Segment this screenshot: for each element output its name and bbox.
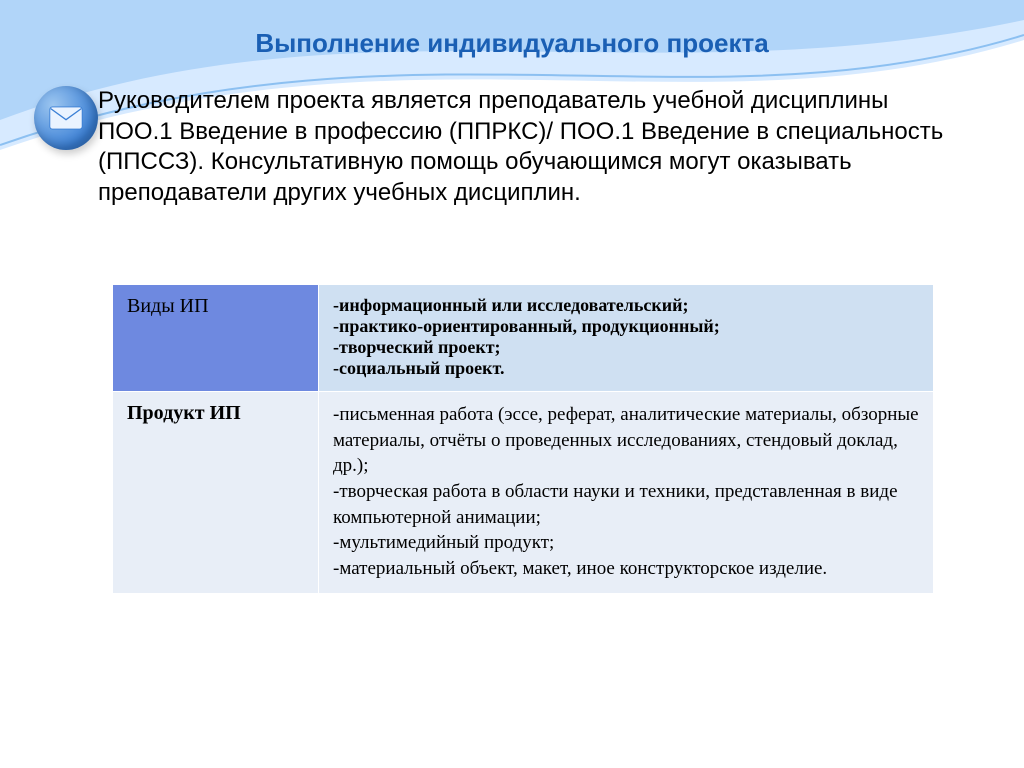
table-row: Продукт ИП -письменная работа (эссе, реф…: [113, 392, 934, 594]
ip-table: Виды ИП -информационный или исследовател…: [112, 284, 934, 594]
table-row: Виды ИП -информационный или исследовател…: [113, 285, 934, 392]
row-label: Продукт ИП: [113, 392, 319, 594]
slide-title: Выполнение индивидуального проекта: [0, 28, 1024, 59]
row-label: Виды ИП: [113, 285, 319, 392]
row-content: -информационный или исследовательский; -…: [319, 285, 934, 392]
row-content: -письменная работа (эссе, реферат, анали…: [319, 392, 934, 594]
envelope-icon: [34, 86, 98, 150]
intro-paragraph: Руководителем проекта является преподава…: [98, 86, 968, 209]
